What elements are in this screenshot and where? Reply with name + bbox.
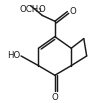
Text: O: O — [69, 7, 76, 16]
Text: O: O — [52, 93, 58, 102]
Text: HO: HO — [7, 52, 20, 60]
Text: O: O — [39, 5, 46, 15]
Text: OCH₃: OCH₃ — [19, 5, 42, 14]
